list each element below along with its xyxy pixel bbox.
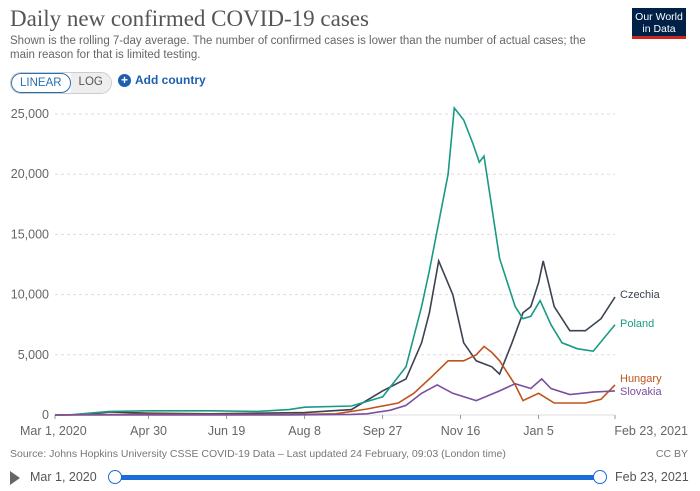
license-link[interactable]: CC BY	[655, 448, 688, 460]
x-tick-label: Apr 30	[130, 424, 167, 438]
add-country-button[interactable]: + Add country	[118, 73, 206, 87]
timeline-start-handle[interactable]	[108, 470, 122, 484]
linear-button[interactable]: LINEAR	[11, 73, 71, 93]
scale-toggle: LINEAR LOG	[10, 72, 112, 94]
x-tick-label: Feb 23, 2021	[614, 424, 688, 438]
source-note: Source: Johns Hopkins University CSSE CO…	[10, 448, 506, 460]
series-line-poland	[54, 105, 616, 416]
y-tick-label: 25,000	[11, 107, 49, 121]
series-line-czechia	[54, 258, 616, 416]
plus-icon: +	[118, 73, 131, 87]
timeline-end-label: Feb 23, 2021	[615, 470, 689, 484]
chart-title: Daily new confirmed COVID-19 cases	[10, 6, 369, 31]
chart-subtitle: Shown is the rolling 7-day average. The …	[10, 35, 586, 61]
timeline-end-handle[interactable]	[593, 470, 607, 484]
log-button[interactable]: LOG	[70, 73, 111, 93]
x-tick-label: Aug 8	[288, 424, 321, 438]
series-label-hungary: Hungary	[620, 373, 662, 385]
timeline-start-label: Mar 1, 2020	[30, 470, 97, 484]
series-line-hungary	[54, 345, 616, 416]
x-tick-label: Sep 27	[363, 424, 403, 438]
y-tick-label: 10,000	[11, 288, 49, 302]
y-tick-label: 5,000	[18, 348, 49, 362]
x-tick-label: Jan 5	[523, 424, 554, 438]
series-label-poland: Poland	[620, 318, 654, 330]
y-tick-label: 15,000	[11, 227, 49, 241]
play-icon[interactable]	[10, 471, 20, 485]
add-country-label: Add country	[135, 73, 206, 87]
y-tick-label: 20,000	[11, 167, 49, 181]
x-tick-label: Jun 19	[208, 424, 246, 438]
owid-logo[interactable]: Our World in Data	[632, 8, 686, 39]
y-tick-label: 0	[42, 408, 49, 422]
timeline-track[interactable]	[115, 475, 600, 480]
series-label-czechia: Czechia	[620, 289, 661, 301]
x-tick-label: Mar 1, 2020	[20, 424, 87, 438]
series-label-slovakia: Slovakia	[620, 386, 662, 398]
timeline: Mar 1, 2020 Feb 23, 2021	[10, 468, 690, 488]
x-tick-label: Nov 16	[441, 424, 481, 438]
series-line-slovakia	[54, 377, 616, 416]
